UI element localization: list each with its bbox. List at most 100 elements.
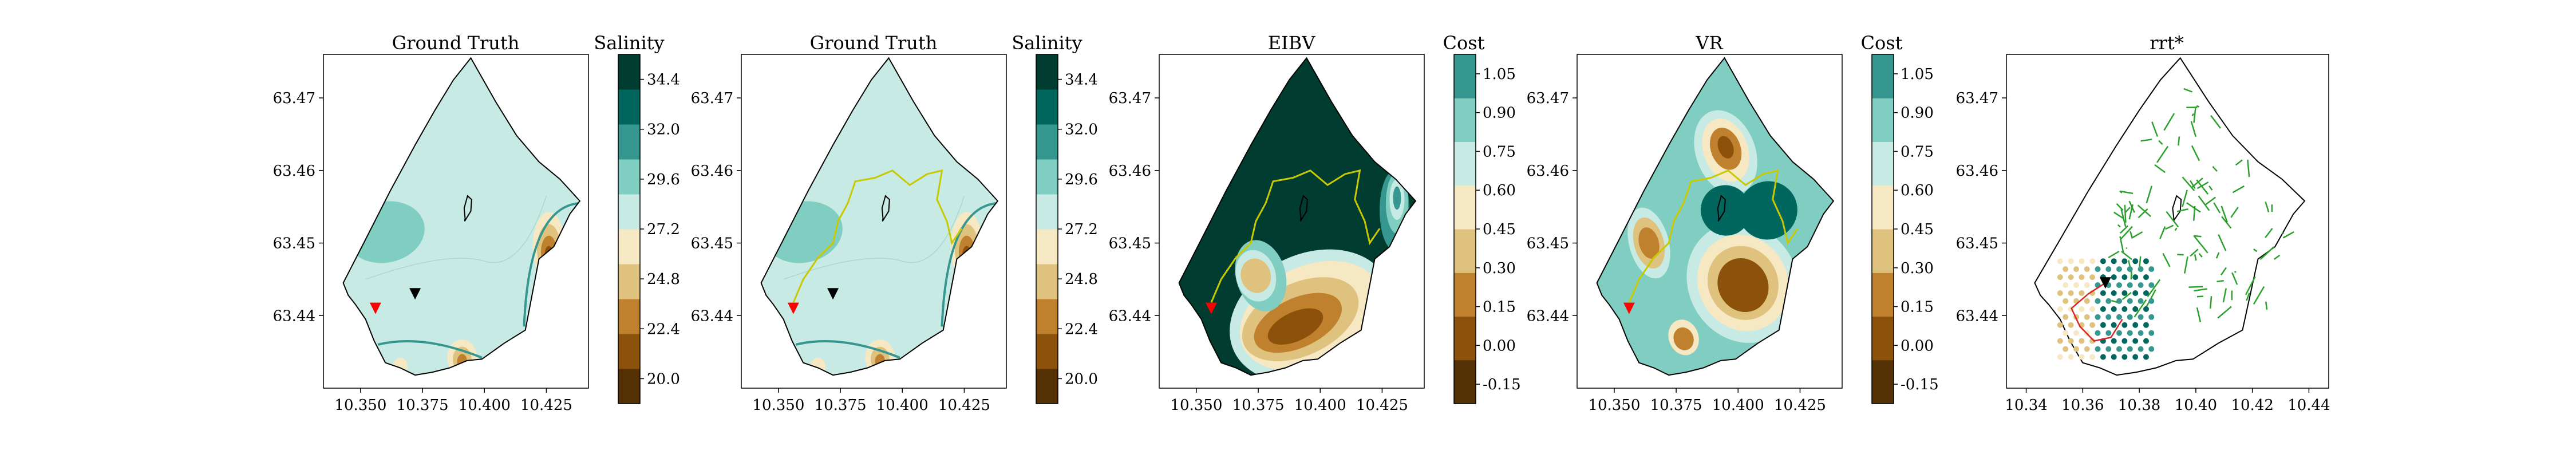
candidate-point <box>2111 322 2117 328</box>
candidate-point <box>2089 354 2096 360</box>
candidate-point <box>2111 354 2117 360</box>
tree-edge <box>2137 204 2151 218</box>
candidate-point <box>2132 274 2139 281</box>
colorbar-segment <box>1872 229 1894 273</box>
y-tick-label: 63.46 <box>273 163 315 180</box>
colorbar-segment <box>1036 229 1058 264</box>
salinity-field <box>343 58 580 376</box>
candidate-point <box>2116 266 2122 273</box>
panel-title: Ground Truth <box>392 32 520 54</box>
candidate-point <box>2057 274 2063 281</box>
colorbar-tick-label: 0.90 <box>1483 105 1516 122</box>
tree-edge <box>2194 254 2197 261</box>
tree-edge <box>2231 272 2238 285</box>
y-tick-label: 63.47 <box>1527 90 1569 107</box>
cost-colorbar: 1.05 0.90 0.75 0.60 0.45 0.30 0.15 0.00 -0.15 <box>1871 54 1939 404</box>
survey-path <box>792 169 963 303</box>
colorbar-tick-label: 32.0 <box>1065 121 1098 139</box>
vehicle-markers <box>1623 302 1635 314</box>
x-tick-label: 10.350 <box>1588 397 1640 414</box>
axis-ticks: 10.350 10.375 10.400 10.425 63.47 63.46 63.45 6… <box>273 90 572 414</box>
tree-edge <box>2186 202 2201 213</box>
y-tick-label: 63.45 <box>1527 235 1569 252</box>
candidate-point <box>2068 274 2074 281</box>
start-marker <box>1623 302 1635 314</box>
candidate-point <box>2089 322 2096 328</box>
candidate-point <box>2057 338 2063 344</box>
candidate-point <box>2148 330 2155 336</box>
candidate-point <box>2057 290 2063 296</box>
colorbar-segment <box>1036 264 1058 299</box>
tree-edge <box>2140 139 2152 142</box>
candidate-point <box>2100 258 2106 264</box>
candidate-point <box>2073 330 2079 336</box>
candidate-point <box>2121 322 2128 328</box>
candidate-point <box>2143 354 2149 360</box>
candidate-point <box>2089 306 2096 312</box>
candidate-point <box>2068 354 2074 360</box>
domain-outline <box>1178 57 1417 376</box>
tree-edge <box>2159 226 2166 239</box>
panel-ground-truth-2: Ground Truth 10.350 10.375 10.400 10.425 63.… <box>691 32 1098 414</box>
tree-edge <box>2154 164 2166 173</box>
candidate-point <box>2132 306 2139 312</box>
tree-edge <box>2198 253 2203 258</box>
tree-edge <box>2196 105 2200 108</box>
colorbar-segment <box>618 369 640 404</box>
axes-frame <box>2006 54 2329 389</box>
tree-edge <box>2121 251 2132 260</box>
candidate-point <box>2063 298 2069 304</box>
candidate-point <box>2095 266 2101 273</box>
candidate-point <box>2079 354 2085 360</box>
candidate-point <box>2121 354 2128 360</box>
panel-title: VR <box>1695 32 1723 54</box>
x-tick-label: 10.38 <box>2118 397 2160 414</box>
candidate-point <box>2111 306 2117 312</box>
y-tick-label: 63.44 <box>1956 307 1998 325</box>
colorbar-segment <box>1454 98 1476 142</box>
y-tick-label: 63.45 <box>1956 235 1998 252</box>
colorbar-tick-label: 29.6 <box>1065 171 1098 188</box>
vehicle-markers <box>369 288 421 314</box>
tree-edge <box>2190 121 2196 137</box>
x-tick-label: 10.400 <box>1294 397 1346 414</box>
candidate-point <box>2057 322 2063 328</box>
candidate-point <box>2079 290 2085 296</box>
colorbar-label: Cost <box>1443 32 1484 54</box>
salinity-front <box>941 202 998 327</box>
tree-edge <box>2121 291 2132 301</box>
cost-band <box>1240 258 1271 293</box>
axis-ticks: 10.350 10.375 10.400 10.425 63.47 63.46 63.45 6… <box>1109 90 1408 414</box>
colorbar-segment <box>618 54 640 90</box>
salinity-front <box>795 340 900 359</box>
y-tick-label: 63.46 <box>1527 163 1569 180</box>
colorbar-tick-label: 29.6 <box>647 171 680 188</box>
y-tick-label: 63.45 <box>691 235 733 252</box>
panel-title: EIBV <box>1268 32 1316 54</box>
colorbar-tick-label: -0.15 <box>1901 376 1939 393</box>
tree-edge <box>2196 179 2209 195</box>
candidate-point <box>2127 314 2133 320</box>
tree-edge <box>2220 267 2227 276</box>
y-tick-label: 63.47 <box>1109 90 1151 107</box>
axes-frame <box>1577 54 1843 389</box>
domain-outline <box>1596 57 1835 376</box>
tree-edge <box>2120 209 2127 227</box>
colorbar-tick-label: 0.60 <box>1901 182 1934 199</box>
tree-edge <box>2182 176 2195 192</box>
candidate-point <box>2105 266 2112 273</box>
tree-edge <box>2273 254 2281 260</box>
colorbar-tick-label: 0.15 <box>1483 299 1516 316</box>
colorbar-segment <box>1872 141 1894 186</box>
candidate-point <box>2148 346 2155 352</box>
x-tick-label: 10.42 <box>2231 397 2273 414</box>
colorbar-tick-label: 0.45 <box>1901 221 1934 238</box>
colorbar-tick-label: 0.45 <box>1483 221 1516 238</box>
tree-edge <box>2129 231 2133 238</box>
isohaline-contour <box>365 195 547 280</box>
tree-edge <box>2191 145 2200 161</box>
candidate-point <box>2095 346 2101 352</box>
candidate-point <box>2132 354 2139 360</box>
tree-edge <box>2265 201 2270 212</box>
candidate-point <box>2138 314 2144 320</box>
